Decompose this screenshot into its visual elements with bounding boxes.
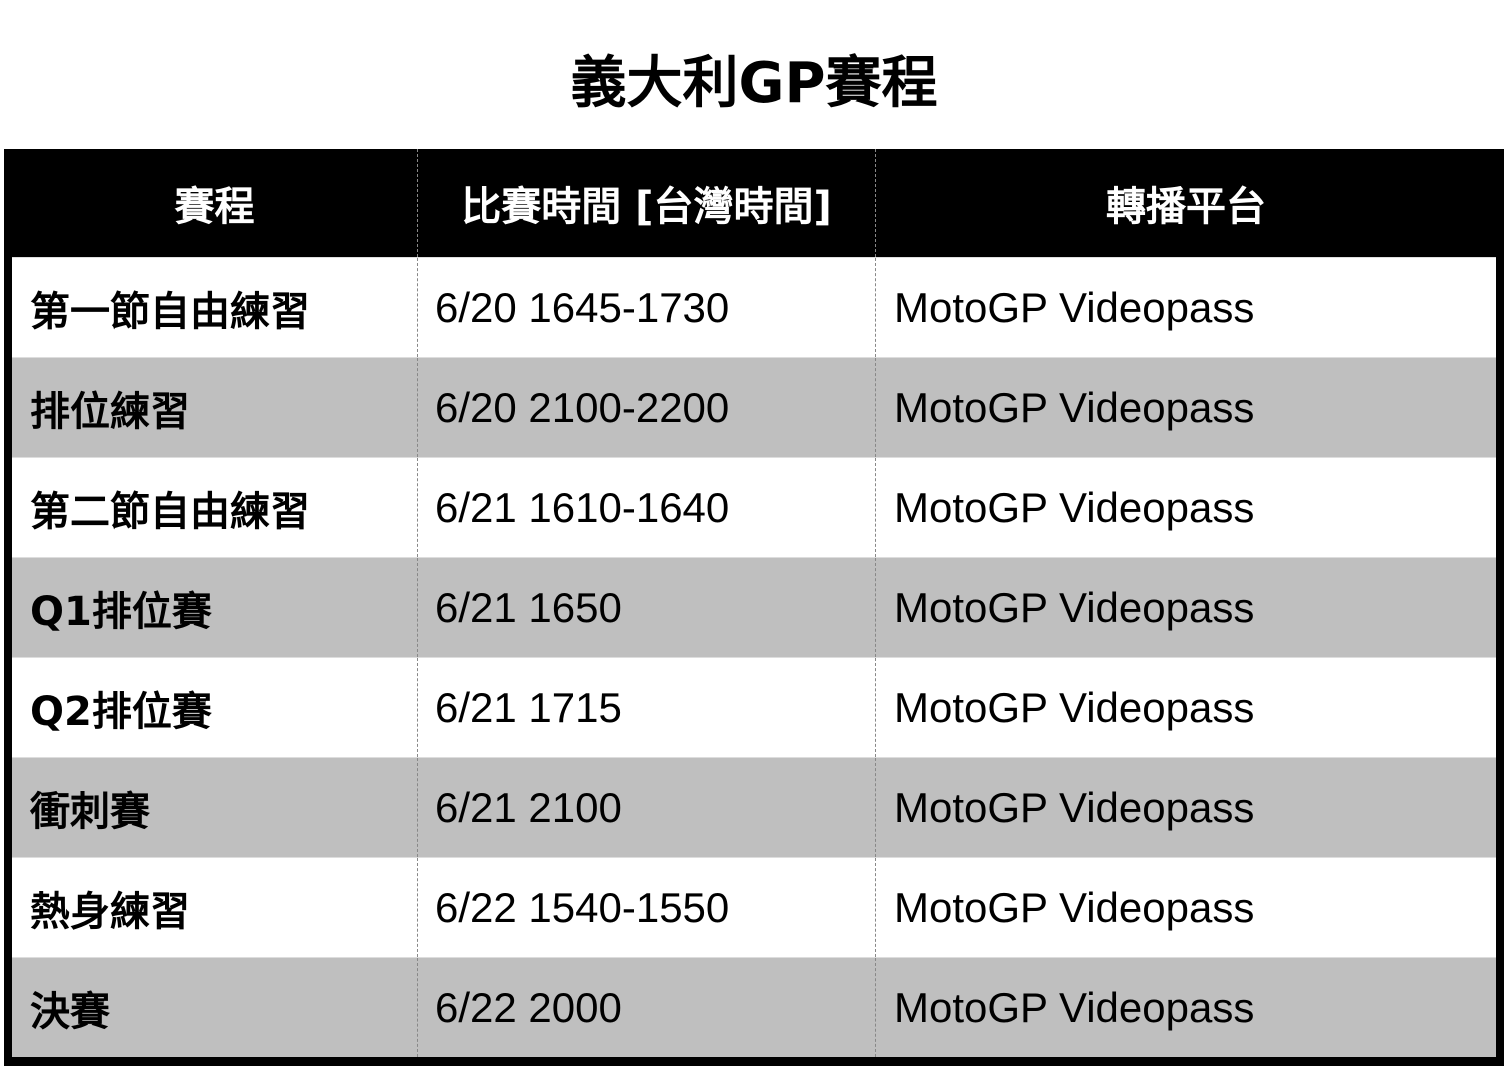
session-cell: Q1排位賽 bbox=[30, 588, 212, 635]
table-row: 排位練習 6/20 2100-2200 MotoGP Videopass bbox=[12, 357, 1496, 457]
platform-cell: MotoGP Videopass bbox=[875, 558, 1496, 657]
session-cell: 第一節自由練習 bbox=[30, 288, 310, 335]
platform-cell: MotoGP Videopass bbox=[875, 858, 1496, 957]
time-cell: 6/21 1610-1640 bbox=[417, 458, 875, 557]
table-row: 決賽 6/22 2000 MotoGP Videopass bbox=[12, 957, 1496, 1057]
schedule-table: 賽程 比賽時間 [台灣時間] 轉播平台 第一節自由練習 6/20 1645-173… bbox=[4, 149, 1504, 1066]
time-cell: 6/20 2100-2200 bbox=[417, 358, 875, 457]
page-title: 義大利GP賽程 bbox=[570, 51, 938, 116]
session-cell: 第二節自由練習 bbox=[30, 488, 310, 535]
session-cell: 排位練習 bbox=[30, 388, 190, 435]
session-cell: 衝刺賽 bbox=[30, 788, 150, 835]
platform-cell: MotoGP Videopass bbox=[875, 358, 1496, 457]
table-row: 衝刺賽 6/21 2100 MotoGP Videopass bbox=[12, 757, 1496, 857]
table-row: Q2排位賽 6/21 1715 MotoGP Videopass bbox=[12, 657, 1496, 757]
time-cell: 6/21 2100 bbox=[417, 758, 875, 857]
header-session: 賽程 bbox=[174, 184, 255, 230]
header-platform: 轉播平台 bbox=[875, 149, 1496, 257]
platform-cell: MotoGP Videopass bbox=[875, 958, 1496, 1057]
table-header-row: 賽程 比賽時間 [台灣時間] 轉播平台 bbox=[12, 149, 1496, 257]
table-row: 熱身練習 6/22 1540-1550 MotoGP Videopass bbox=[12, 857, 1496, 957]
header-time: 比賽時間 [台灣時間] bbox=[417, 149, 875, 257]
time-cell: 6/22 1540-1550 bbox=[417, 858, 875, 957]
platform-cell: MotoGP Videopass bbox=[875, 458, 1496, 557]
platform-cell: MotoGP Videopass bbox=[875, 658, 1496, 757]
platform-cell: MotoGP Videopass bbox=[875, 258, 1496, 357]
platform-cell: MotoGP Videopass bbox=[875, 758, 1496, 857]
table-row: 第一節自由練習 6/20 1645-1730 MotoGP Videopass bbox=[12, 257, 1496, 357]
table-row: Q1排位賽 6/21 1650 MotoGP Videopass bbox=[12, 557, 1496, 657]
time-cell: 6/20 1645-1730 bbox=[417, 258, 875, 357]
time-cell: 6/21 1650 bbox=[417, 558, 875, 657]
time-cell: 6/22 2000 bbox=[417, 958, 875, 1057]
table-row: 第二節自由練習 6/21 1610-1640 MotoGP Videopass bbox=[12, 457, 1496, 557]
session-cell: Q2排位賽 bbox=[30, 688, 212, 735]
session-cell: 決賽 bbox=[30, 988, 110, 1035]
session-cell: 熱身練習 bbox=[30, 888, 190, 935]
time-cell: 6/21 1715 bbox=[417, 658, 875, 757]
